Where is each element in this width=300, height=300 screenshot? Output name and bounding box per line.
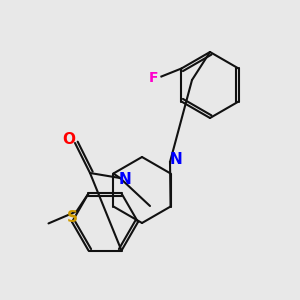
Text: O: O	[62, 131, 76, 146]
Text: N: N	[169, 152, 182, 166]
Text: F: F	[149, 71, 158, 85]
Text: N: N	[118, 172, 131, 188]
Text: S: S	[67, 210, 78, 225]
